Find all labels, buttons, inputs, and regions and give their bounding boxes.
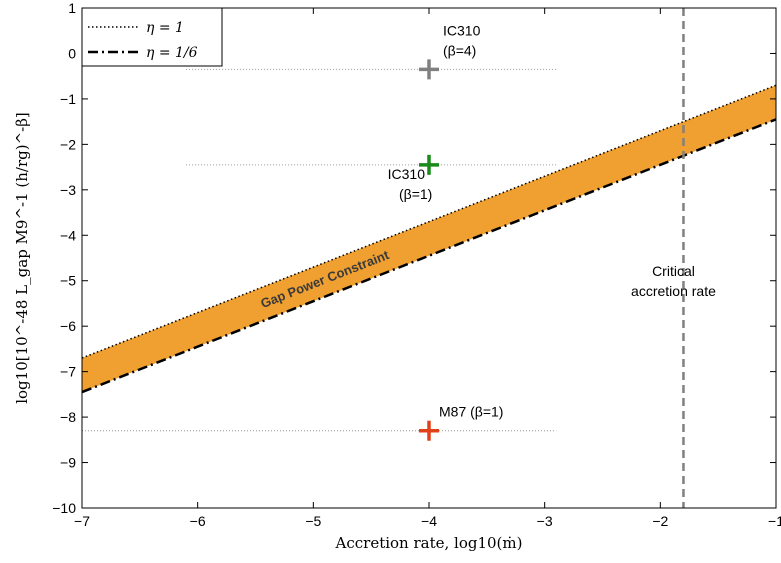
x-tick-label: −4 — [421, 513, 437, 529]
y-tick-label: −7 — [60, 364, 76, 380]
x-tick-label: −6 — [190, 513, 206, 529]
y-tick-label: −1 — [60, 91, 76, 107]
legend-label: η = 1 — [146, 20, 184, 36]
y-tick-label: 1 — [68, 0, 76, 16]
point-label: IC310 — [443, 22, 481, 38]
y-tick-label: −6 — [60, 318, 76, 334]
y-axis-label: log10[10^-48 L_gap M9^-1 (h/rg)^-β] — [13, 112, 31, 404]
x-tick-label: −5 — [305, 513, 321, 529]
y-tick-label: 0 — [68, 45, 76, 61]
lines-layer: Critical accretion rate — [81, 8, 777, 508]
y-tick-label: −3 — [60, 182, 76, 198]
series-line — [81, 84, 777, 359]
point-sublabel: (β=4) — [443, 42, 476, 58]
legend-box — [81, 7, 223, 67]
x-tick-label: −7 — [74, 513, 90, 529]
y-tick-label: −8 — [60, 409, 76, 425]
x-axis-label: Accretion rate, log10(ṁ) — [335, 534, 523, 552]
band-label: Gap Power Constraint — [258, 247, 391, 311]
x-tick-label: −2 — [652, 513, 668, 529]
point-label: M87 (β=1) — [439, 404, 503, 420]
y-tick-label: −9 — [60, 455, 76, 471]
series-line — [81, 118, 777, 394]
legend: η = 1 η = 1/6 — [81, 7, 223, 67]
y-tick-label: −5 — [60, 273, 76, 289]
y-tick-label: −2 — [60, 136, 76, 152]
critical-rate-label-line1: Critical — [652, 263, 695, 279]
critical-rate-label-line2: accretion rate — [631, 283, 716, 299]
x-tick-label: −1 — [768, 513, 781, 529]
point-sublabel: (β=1) — [399, 186, 432, 202]
legend-label: η = 1/6 — [146, 45, 198, 61]
points-layer: IC310 (β=4) IC310 (β=1) M87 (β=1) — [82, 22, 557, 441]
x-tick-label: −3 — [537, 513, 553, 529]
ticks-layer: −7 −6 −5 −4 −3 −2 −1 1 0 −1 −2 −3 −4 −5 −6 −7 −8 −9 −10 — [52, 0, 781, 529]
y-tick-label: −10 — [52, 500, 76, 516]
point-label: IC310 — [388, 166, 426, 182]
band-area — [82, 85, 776, 393]
band-layer: Gap Power Constraint — [82, 85, 776, 393]
y-tick-label: −4 — [60, 227, 76, 243]
